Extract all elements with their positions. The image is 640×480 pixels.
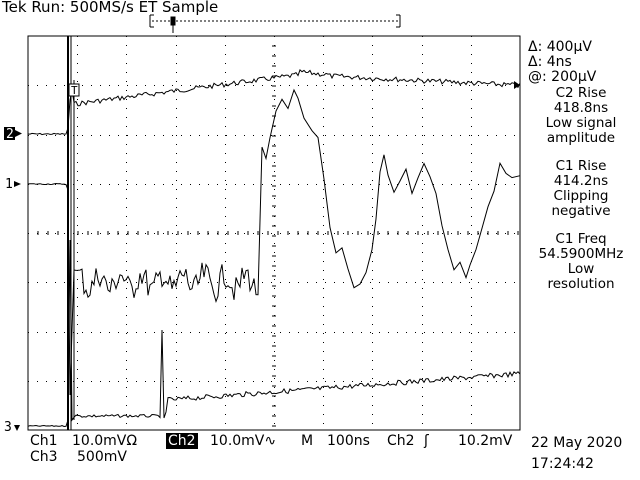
ch2-marker-arrow-icon: [15, 130, 22, 137]
waveform-ch1: [27, 88, 521, 396]
graticule-grid: [27, 35, 519, 427]
ch3-label: Ch3: [30, 449, 58, 465]
ch2-scale: 10.0mV∿: [210, 433, 277, 449]
acquisition-status: Run: 500MS/s ET Sample: [31, 0, 219, 16]
trigger-slope-icon: ʃ: [424, 433, 429, 449]
graticule-frame: [27, 35, 521, 431]
measurement-note: Low: [567, 261, 595, 277]
brand-label: Tek: [2, 0, 27, 16]
measurement-c2-rise: C2 Rise 418.8ns Low signal amplitude: [524, 86, 638, 146]
measurement-note: resolution: [547, 276, 615, 292]
ch2-right-arrow-icon: [514, 81, 520, 89]
measurement-value: 414.2ns: [553, 173, 609, 189]
ch3-marker: 3: [4, 420, 12, 435]
cursor-at: @: 200μV: [528, 69, 597, 85]
measurement-value: 418.8ns: [553, 100, 609, 116]
measurement-c1-freq: C1 Freq 54.5900MHz Low resolution: [524, 232, 638, 292]
measurement-note: Clipping: [553, 188, 609, 204]
date: 22 May 2020: [531, 435, 623, 451]
waveform-ch2: [27, 69, 521, 136]
measurement-value: 54.5900MHz: [538, 246, 624, 262]
waveform-ch3: [27, 239, 521, 428]
record-view-bar: [149, 14, 401, 33]
ch2-marker: 2: [6, 127, 14, 142]
measurement-name: C1 Rise: [555, 158, 607, 174]
measurement-note: amplitude: [546, 130, 616, 146]
measurement-c1-rise: C1 Rise 414.2ns Clipping negative: [524, 159, 638, 219]
trigger-marker-box: [68, 83, 80, 97]
measurement-note: negative: [551, 203, 611, 219]
measurement-name: C2 Rise: [555, 85, 607, 101]
trigger-level: 10.2mV: [458, 433, 513, 449]
ch3-scale: 500mV: [77, 449, 127, 465]
ch1-marker-arrow-icon: [14, 181, 21, 187]
ch2-marker-bg: [4, 127, 15, 140]
ch1-marker: 1: [5, 177, 13, 192]
measurement-name: C1 Freq: [555, 231, 607, 247]
ch1-readout: Ch1: [30, 433, 58, 449]
ch1-scale: 10.0mVΩ: [72, 433, 138, 449]
timebase-value: 100ns: [327, 433, 370, 449]
trigger-edge: [67, 36, 75, 430]
trigger-source: Ch2: [387, 433, 415, 449]
ch3-marker-arrow-icon: [14, 425, 20, 431]
time: 17:24:42: [531, 456, 594, 472]
cursor-delta-v: Δ: 400μV: [528, 39, 592, 55]
timebase-label: M: [301, 433, 314, 449]
ch2-label: Ch2: [166, 433, 198, 449]
ch1-label: Ch1: [30, 433, 58, 449]
cursor-delta-t: Δ: 4ns: [528, 54, 572, 70]
trigger-marker: T: [71, 84, 78, 97]
measurement-note: Low signal: [545, 115, 617, 131]
